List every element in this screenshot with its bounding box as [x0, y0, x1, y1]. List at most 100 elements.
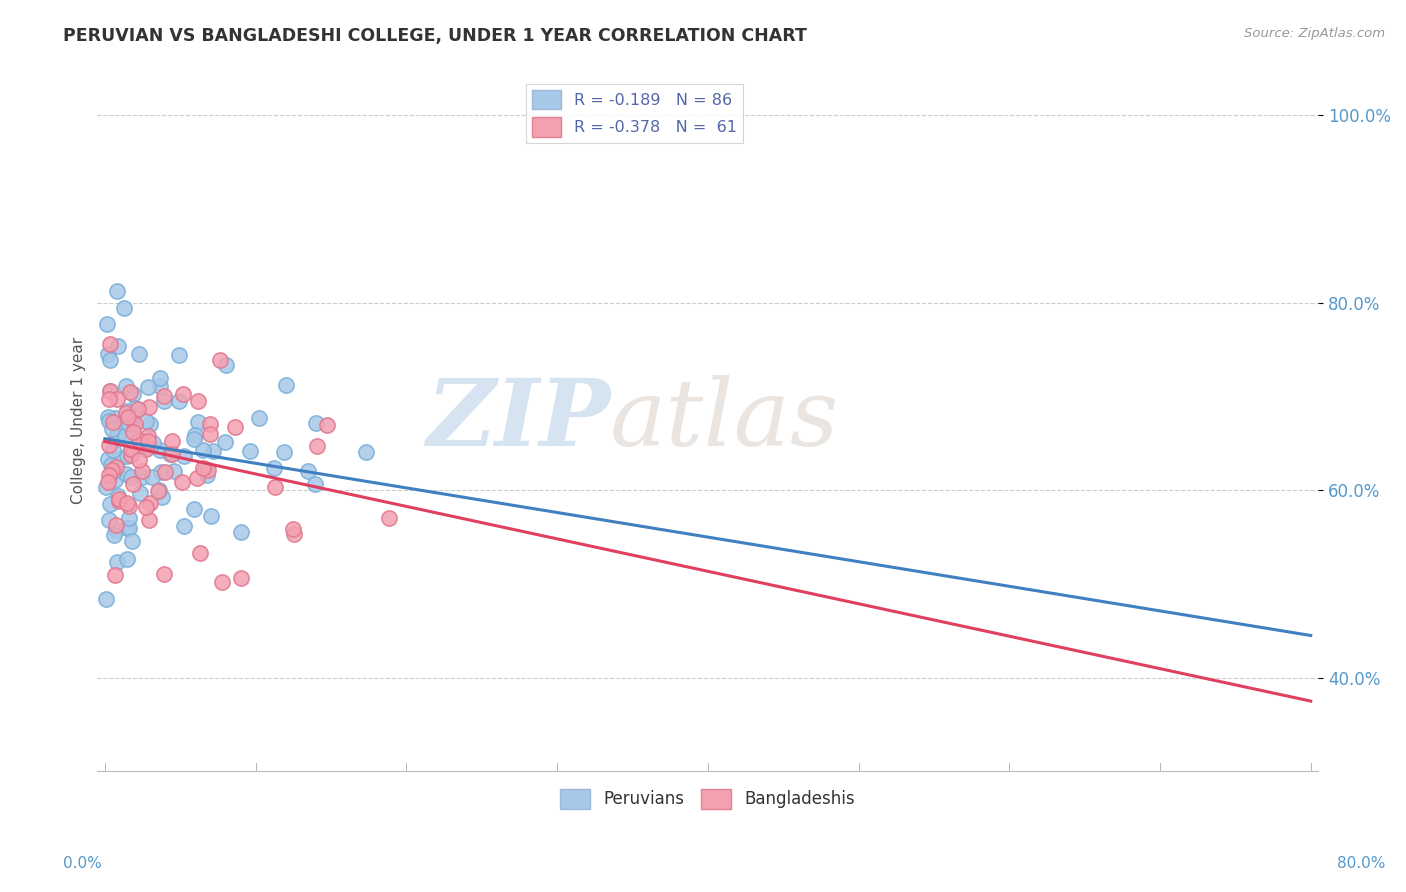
Point [305, 439, 328, 453]
Point [141, 470, 163, 484]
Point [188, 546, 211, 560]
Point [105, 555, 128, 569]
Point [187, 393, 209, 408]
Point [187, 416, 209, 430]
Point [138, 441, 160, 455]
Point [135, 500, 157, 514]
Point [183, 502, 205, 516]
Point [146, 483, 169, 498]
Point [98, 337, 121, 351]
Text: PERUVIAN VS BANGLADESHI COLLEGE, UNDER 1 YEAR CORRELATION CHART: PERUVIAN VS BANGLADESHI COLLEGE, UNDER 1… [63, 27, 807, 45]
Point [120, 448, 142, 462]
Point [138, 380, 160, 394]
Point [224, 420, 246, 434]
Point [118, 499, 141, 513]
Point [107, 428, 129, 442]
Point [107, 489, 129, 503]
Point [124, 417, 146, 432]
Point [263, 480, 285, 494]
Point [172, 387, 194, 401]
Point [305, 416, 328, 430]
Point [131, 470, 153, 484]
Point [128, 486, 150, 500]
Text: atlas: atlas [610, 375, 839, 465]
Point [97, 438, 120, 452]
Point [149, 371, 172, 385]
Point [211, 574, 233, 589]
Point [117, 417, 139, 432]
Point [98, 497, 121, 511]
Point [118, 384, 141, 399]
Point [114, 429, 136, 443]
Point [378, 511, 401, 525]
Point [138, 400, 160, 414]
Point [112, 301, 135, 316]
Point [172, 475, 194, 489]
Point [97, 410, 120, 425]
Point [283, 527, 305, 541]
Point [96, 591, 118, 606]
Point [97, 392, 120, 406]
Point [103, 527, 125, 541]
Point [121, 425, 143, 440]
Point [121, 416, 143, 430]
Point [173, 449, 195, 463]
Text: ZIP: ZIP [426, 375, 610, 465]
Point [239, 444, 262, 458]
Point [138, 513, 160, 527]
Point [215, 358, 238, 372]
Text: Source: ZipAtlas.com: Source: ZipAtlas.com [1244, 27, 1385, 40]
Point [297, 464, 319, 478]
Point [152, 389, 174, 403]
Point [167, 394, 190, 409]
Point [122, 386, 145, 401]
Point [142, 435, 165, 450]
Point [114, 406, 136, 420]
Point [197, 462, 219, 476]
Point [191, 443, 214, 458]
Point [100, 384, 122, 399]
Point [101, 442, 124, 457]
Point [104, 517, 127, 532]
Point [231, 570, 253, 584]
Point [354, 445, 377, 459]
Text: 80.0%: 80.0% [1337, 856, 1385, 871]
Point [105, 460, 128, 475]
Point [103, 464, 125, 478]
Point [148, 483, 170, 498]
Point [104, 411, 127, 425]
Point [150, 465, 173, 479]
Point [108, 494, 131, 508]
Point [304, 477, 326, 491]
Point [124, 401, 146, 415]
Point [105, 523, 128, 537]
Point [193, 460, 215, 475]
Point [117, 409, 139, 424]
Point [315, 417, 337, 432]
Point [100, 463, 122, 477]
Point [98, 384, 121, 398]
Point [186, 471, 208, 485]
Y-axis label: College, Under 1 year: College, Under 1 year [72, 336, 86, 503]
Point [214, 435, 236, 450]
Point [184, 428, 207, 442]
Point [115, 449, 138, 463]
Point [115, 521, 138, 535]
Point [209, 352, 232, 367]
Point [167, 348, 190, 362]
Point [135, 414, 157, 428]
Point [97, 475, 120, 490]
Point [98, 352, 121, 367]
Point [139, 496, 162, 510]
Point [160, 447, 183, 461]
Point [273, 444, 295, 458]
Point [100, 458, 122, 473]
Point [229, 524, 252, 539]
Point [136, 429, 159, 443]
Point [128, 452, 150, 467]
Legend: Peruvians, Bangladeshis: Peruvians, Bangladeshis [554, 782, 862, 816]
Point [159, 447, 181, 461]
Point [200, 509, 222, 524]
Point [108, 452, 131, 467]
Point [97, 452, 120, 467]
